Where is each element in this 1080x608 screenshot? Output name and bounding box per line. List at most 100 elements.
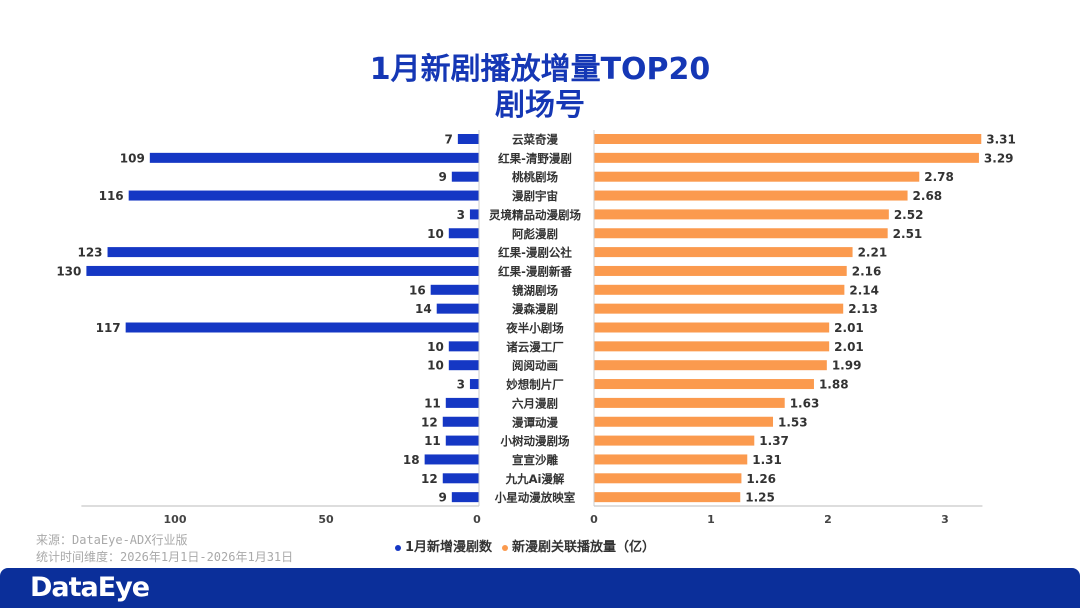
bar-left <box>448 341 479 352</box>
bar-left <box>445 435 479 446</box>
data-label-left: 10 <box>427 227 444 241</box>
data-label-left: 117 <box>96 321 121 335</box>
data-label-left: 18 <box>403 453 420 467</box>
data-label-left: 10 <box>427 340 444 354</box>
category-label: 红果-漫剧新番 <box>498 264 572 278</box>
category-label: 小树动漫剧场 <box>500 434 570 448</box>
data-label-right: 2.01 <box>834 340 864 354</box>
bar-right <box>594 171 920 182</box>
bar-right <box>594 341 830 352</box>
bar-right <box>594 284 845 295</box>
category-label: 宣宣沙雕 <box>512 453 558 467</box>
bar-left <box>436 303 479 314</box>
legend-label: 1月新增漫剧数 <box>405 540 493 555</box>
bar-left <box>469 379 479 390</box>
data-label-left: 16 <box>409 283 426 297</box>
category-label: 阿彪漫剧 <box>512 227 558 241</box>
data-label-left: 3 <box>457 208 465 222</box>
category-label: 妙想制片厂 <box>506 378 564 392</box>
bar-left <box>125 322 479 333</box>
data-label-left: 10 <box>427 359 444 373</box>
data-label-left: 109 <box>120 151 145 165</box>
bar-right <box>594 360 827 371</box>
bar-right <box>594 228 888 239</box>
bar-right <box>594 209 889 220</box>
tick-label-left: 50 <box>318 513 334 526</box>
bar-left <box>128 190 479 201</box>
bar-left <box>442 473 479 484</box>
bar-right <box>594 303 844 314</box>
category-label: 阅阅动画 <box>512 359 558 373</box>
bar-left <box>424 454 479 465</box>
data-label-right: 1.26 <box>746 472 776 486</box>
bar-right <box>594 190 908 201</box>
category-label: 云菜奇漫 <box>512 133 558 147</box>
data-label-right: 2.14 <box>849 283 879 297</box>
data-label-right: 2.68 <box>913 189 943 203</box>
category-label: 桃桃剧场 <box>512 170 558 184</box>
source-note: 来源：DataEye-ADX行业版 <box>36 533 188 547</box>
data-label-left: 116 <box>99 189 124 203</box>
bar-left <box>445 397 479 408</box>
bar-right <box>594 152 979 163</box>
data-label-right: 1.63 <box>790 396 820 410</box>
category-label: 九九Ai漫解 <box>505 472 565 486</box>
tick-label-right: 2 <box>824 513 832 526</box>
category-label: 漫剧宇宙 <box>512 189 558 203</box>
data-label-right: 1.31 <box>752 453 782 467</box>
legend-item-right: 新漫剧关联播放量（亿） <box>502 536 655 555</box>
category-label: 诸云漫工厂 <box>506 340 564 354</box>
footer-bar: DataEye <box>0 568 1080 608</box>
data-label-right: 1.53 <box>778 415 808 429</box>
data-label-right: 1.25 <box>745 491 775 505</box>
data-label-left: 123 <box>77 246 102 260</box>
data-label-right: 1.88 <box>819 378 849 392</box>
bar-right <box>594 435 755 446</box>
data-label-left: 9 <box>438 170 446 184</box>
bar-right <box>594 134 982 144</box>
bar-left <box>86 265 480 276</box>
legend: 1月新增漫剧数 新漫剧关联播放量（亿） <box>395 536 655 555</box>
category-label: 红果-漫剧公社 <box>498 246 572 260</box>
category-label: 漫森漫剧 <box>512 302 558 316</box>
data-label-left: 12 <box>421 472 438 486</box>
bar-right <box>594 379 814 390</box>
tick-label-left: 0 <box>473 513 481 526</box>
data-label-left: 11 <box>424 396 441 410</box>
tick-label-right: 0 <box>590 513 598 526</box>
data-label-right: 2.01 <box>834 321 864 335</box>
data-label-right: 2.51 <box>893 227 923 241</box>
data-label-left: 14 <box>415 302 432 316</box>
legend-dot <box>395 544 401 551</box>
data-label-left: 11 <box>424 434 441 448</box>
logo: DataEye <box>30 572 150 603</box>
bar-left <box>451 492 479 503</box>
category-label: 红果-清野漫剧 <box>498 151 572 165</box>
bar-right <box>594 247 853 258</box>
bar-right <box>594 454 748 465</box>
data-label-right: 2.52 <box>894 208 924 222</box>
data-label-right: 2.21 <box>858 246 888 260</box>
tick-label-right: 3 <box>941 513 949 526</box>
bar-right <box>594 416 774 427</box>
bar-left <box>430 284 479 295</box>
data-label-right: 3.29 <box>984 151 1014 165</box>
data-label-right: 2.78 <box>924 170 954 184</box>
bar-left <box>107 247 479 258</box>
data-label-left: 12 <box>421 415 438 429</box>
bar-right <box>594 492 741 503</box>
bar-right <box>594 473 742 484</box>
data-label-right: 3.31 <box>986 133 1016 147</box>
category-label: 六月漫剧 <box>512 396 558 410</box>
bar-left <box>448 360 479 371</box>
bar-left <box>457 134 479 144</box>
period-note: 统计时间维度：2026年1月1日-2026年1月31日 <box>36 550 294 564</box>
category-label: 镜湖剧场 <box>512 283 558 297</box>
category-label: 夜半小剧场 <box>505 321 564 335</box>
bar-left <box>442 416 479 427</box>
category-label: 灵境精品动漫剧场 <box>489 208 581 222</box>
legend-dot <box>502 544 509 551</box>
bar-left <box>448 228 479 239</box>
category-label: 漫谭动漫 <box>512 415 558 429</box>
tick-label-right: 1 <box>707 513 715 526</box>
